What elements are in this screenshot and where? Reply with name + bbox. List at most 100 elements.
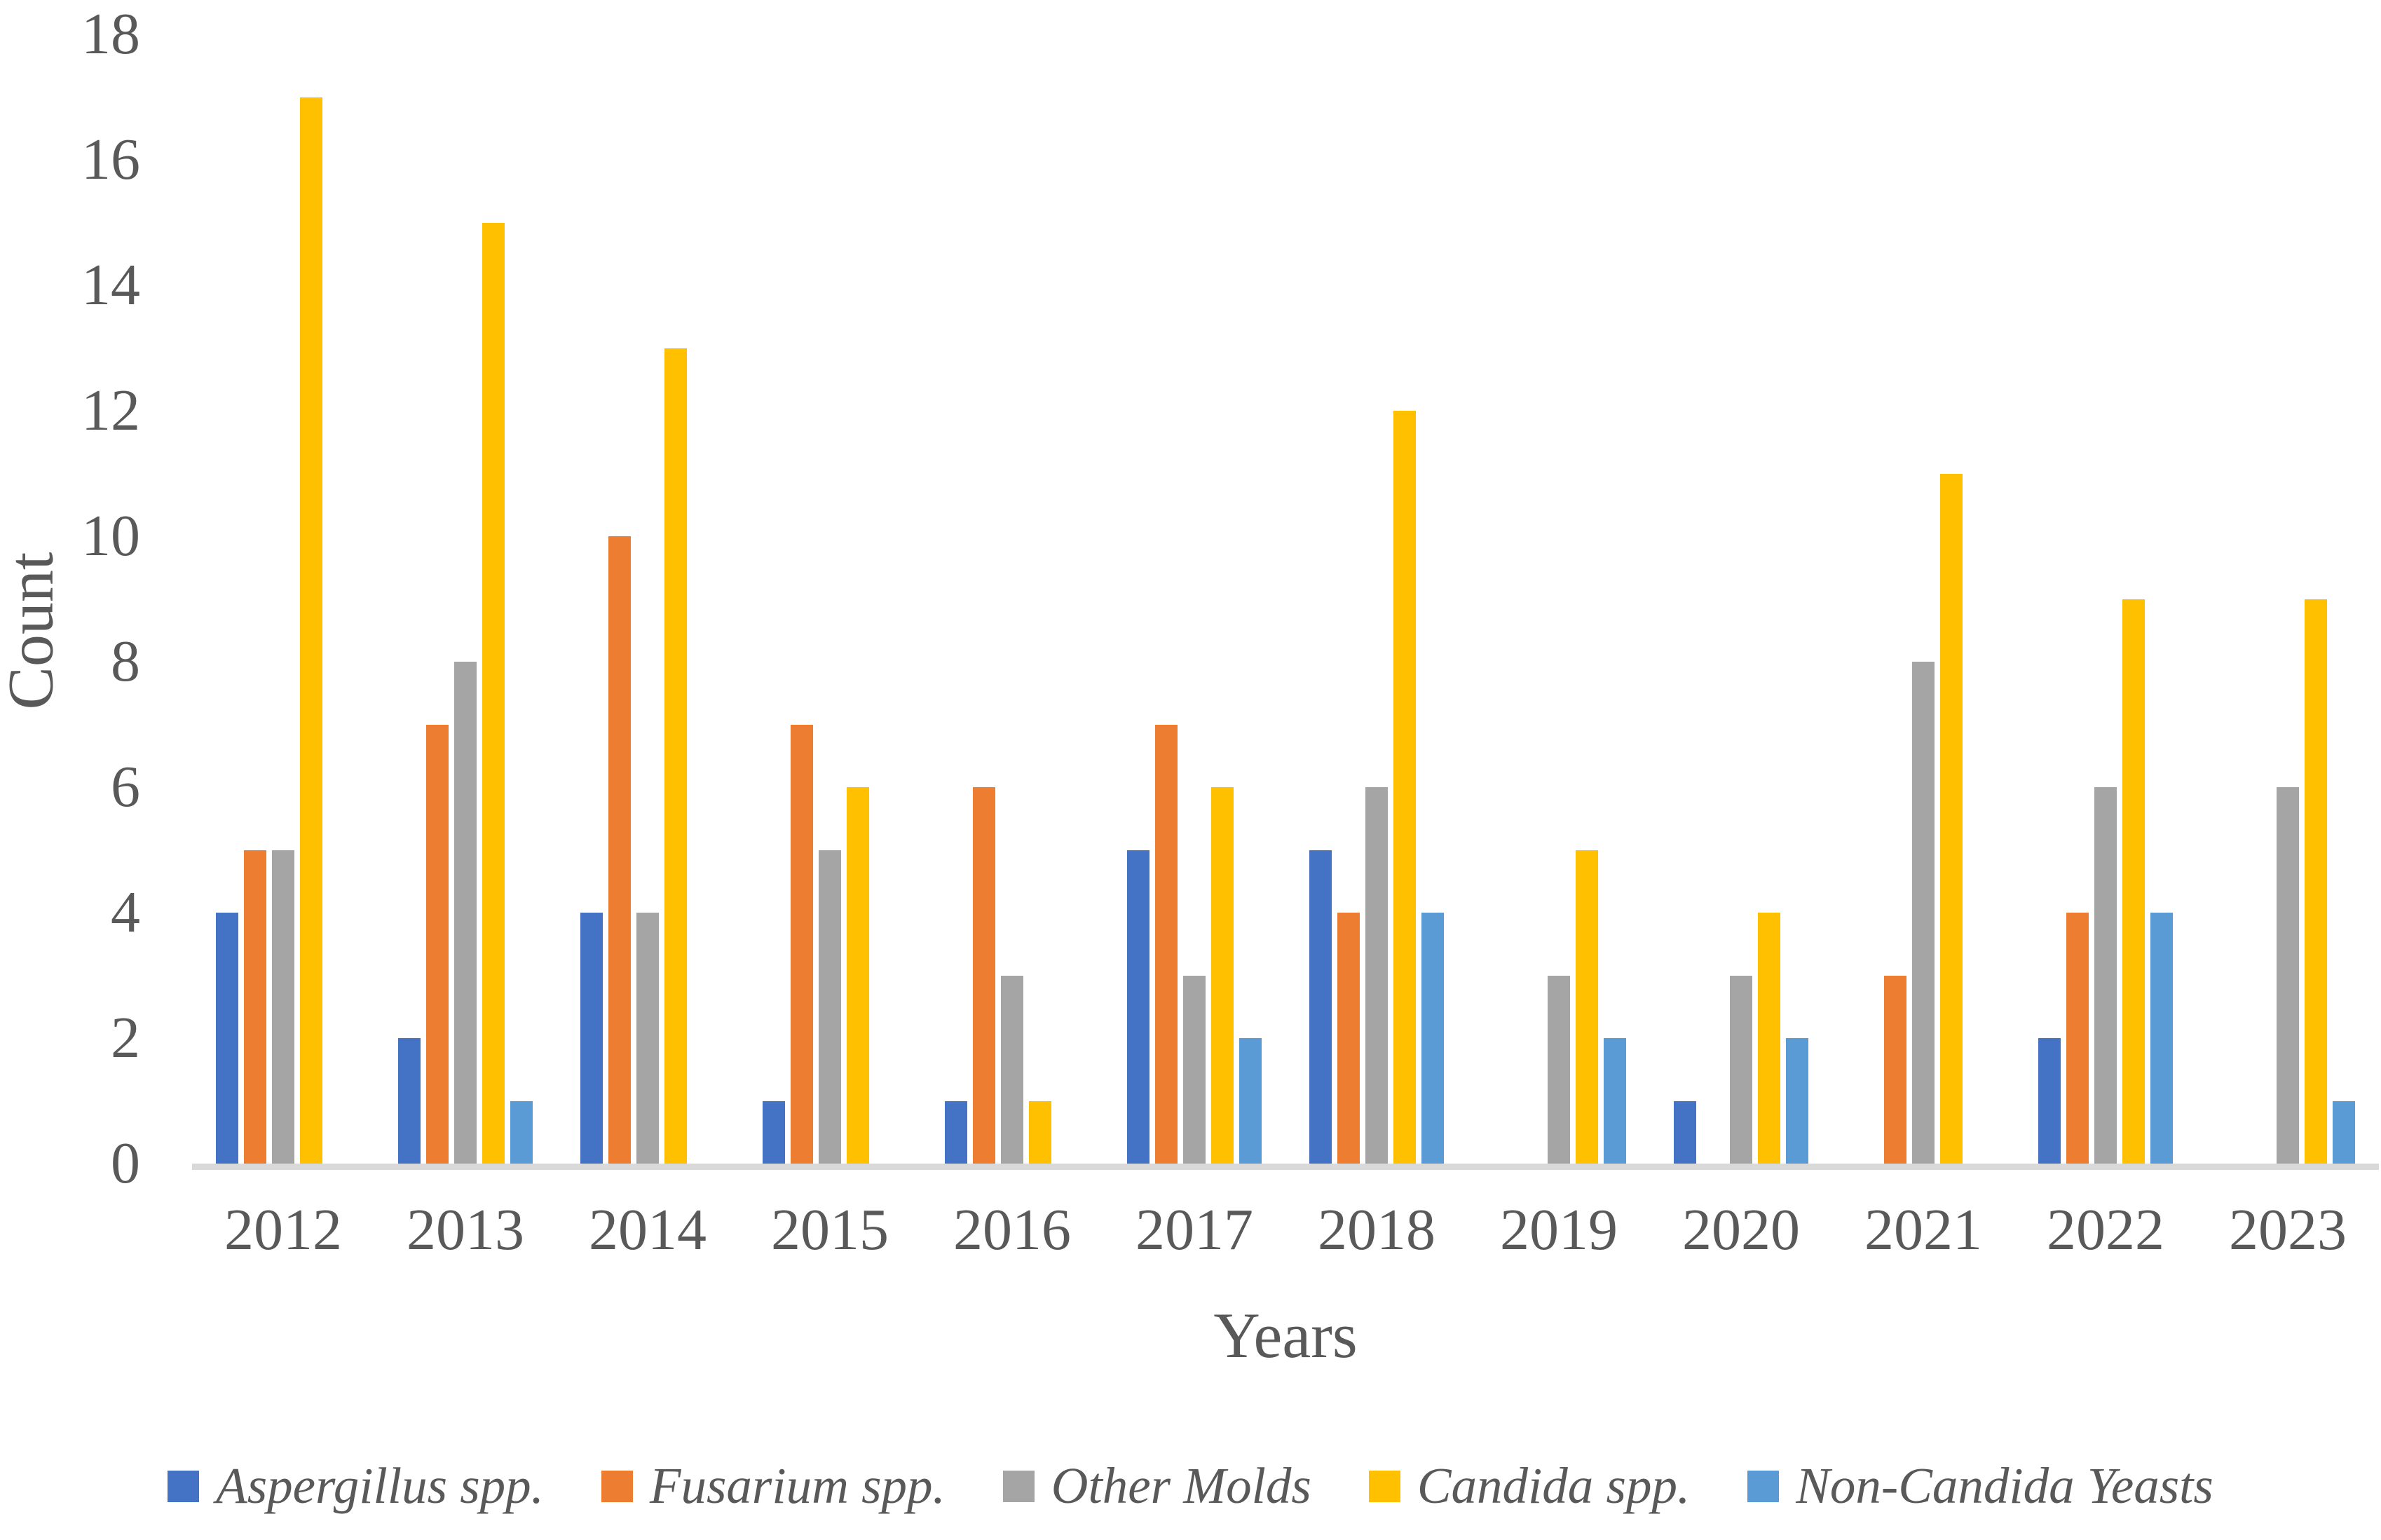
bar-slot: [2150, 913, 2173, 1164]
bar-group-2016: [921, 34, 1103, 1164]
bar-aspergillus-spp-2022: [2038, 1038, 2061, 1164]
bar-slot: [1730, 975, 1752, 1164]
legend: Aspergillus spp. Fusarium spp. Other Molds…: [0, 1457, 2381, 1515]
bar-slot: [2122, 599, 2145, 1164]
bar-other-molds-2016: [1001, 975, 1023, 1164]
bar-slot: [454, 662, 477, 1164]
bar-aspergillus-spp-2016: [945, 1101, 967, 1164]
bar-fusarium-spp-2012: [244, 850, 266, 1164]
bar-non-candida-yeasts-2022: [2150, 913, 2173, 1164]
bar-other-molds-2017: [1183, 975, 1206, 1164]
x-tick-label-2019: 2019: [1500, 1197, 1618, 1262]
bar-slot: [1548, 975, 1570, 1164]
bar-slot: [1029, 1101, 1051, 1164]
bar-slot: [945, 1101, 967, 1164]
bar-slot: [2066, 913, 2089, 1164]
x-axis-labels: 2012 2013 2014 2015 2016 2017 2018 2019 2020 2021…: [192, 1196, 2379, 1264]
bar-group-2022: [2014, 34, 2197, 1164]
bar-non-candida-yeasts-2020: [1786, 1038, 1808, 1164]
bar-slot: [1884, 975, 1906, 1164]
x-tick-label-2015: 2015: [771, 1197, 889, 1262]
x-tick-label-2020: 2020: [1682, 1197, 1800, 1262]
legend-color-swatch: [1368, 1470, 1400, 1502]
bar-fusarium-spp-2014: [608, 536, 631, 1164]
bar-fusarium-spp-2018: [1337, 913, 1360, 1164]
legend-item-non-candida-yeasts: Non-Candida Yeasts: [1747, 1457, 2213, 1515]
legend-color-swatch: [601, 1470, 633, 1502]
x-tick-label-2014: 2014: [589, 1197, 707, 1262]
bar-slot: [819, 850, 841, 1164]
bar-aspergillus-spp-2020: [1674, 1101, 1696, 1164]
bar-slot: [1758, 913, 1780, 1164]
bar-aspergillus-spp-2012: [216, 913, 238, 1164]
bar-slot: [1001, 975, 1023, 1164]
y-axis-tick-labels: 0 2 4 6 8 10 12 14 16 18: [0, 0, 140, 1540]
bar-group-2021: [1832, 34, 2014, 1164]
bar-slot: [791, 724, 813, 1164]
bar-aspergillus-spp-2018: [1309, 850, 1332, 1164]
bar-aspergillus-spp-2014: [580, 913, 603, 1164]
bar-candida-spp-2013: [482, 222, 505, 1164]
bar-other-molds-2019: [1548, 975, 1570, 1164]
bar-slot: [1393, 411, 1416, 1164]
bar-group-2015: [739, 34, 921, 1164]
bar-slot: [426, 724, 449, 1164]
bar-slot: [664, 348, 687, 1164]
x-tick-label-2023: 2023: [2229, 1197, 2347, 1262]
bar-other-molds-2022: [2094, 787, 2117, 1164]
legend-label: Other Molds: [1051, 1457, 1311, 1514]
bar-slot: [2305, 599, 2327, 1164]
legend-item-aspergillus-spp: Aspergillus spp.: [168, 1457, 544, 1515]
bar-group-2019: [1468, 34, 1650, 1164]
bar-other-molds-2023: [2277, 787, 2299, 1164]
bar-candida-spp-2020: [1758, 913, 1780, 1164]
y-tick-label: 14: [81, 252, 140, 318]
y-tick-label: 2: [111, 1005, 140, 1070]
bar-slot: [1309, 850, 1332, 1164]
bar-slot: [1674, 1101, 1696, 1164]
bar-other-molds-2014: [636, 913, 659, 1164]
bar-non-candida-yeasts-2019: [1604, 1038, 1626, 1164]
plot-area: [192, 34, 2379, 1170]
bar-aspergillus-spp-2015: [763, 1101, 785, 1164]
legend-item-fusarium-spp: Fusarium spp.: [601, 1457, 946, 1515]
x-tick-label-2022: 2022: [2047, 1197, 2164, 1262]
x-tick-label-2021: 2021: [1864, 1197, 1982, 1262]
bar-slot: [216, 913, 238, 1164]
bar-group-2017: [1103, 34, 1285, 1164]
bar-candida-spp-2016: [1029, 1101, 1051, 1164]
bar-slot: [1183, 975, 1206, 1164]
bar-fusarium-spp-2021: [1884, 975, 1906, 1164]
legend-label: Non-Candida Yeasts: [1796, 1457, 2213, 1514]
legend-item-candida-spp: Candida spp.: [1368, 1457, 1691, 1515]
bar-slot: [1365, 787, 1388, 1164]
bar-slot: [398, 1038, 421, 1164]
bar-slot: [1127, 850, 1149, 1164]
legend-color-swatch: [1747, 1470, 1780, 1502]
bar-group-2013: [374, 34, 557, 1164]
bar-group-2018: [1285, 34, 1468, 1164]
y-tick-label: 6: [111, 754, 140, 819]
bar-slot: [973, 787, 995, 1164]
bar-slot: [1337, 913, 1360, 1164]
bar-slot: [847, 787, 869, 1164]
bar-fusarium-spp-2022: [2066, 913, 2089, 1164]
y-tick-label: 8: [111, 629, 140, 694]
legend-label: Candida spp.: [1417, 1457, 1691, 1514]
bar-candida-spp-2015: [847, 787, 869, 1164]
bar-non-candida-yeasts-2013: [510, 1101, 533, 1164]
x-tick-label-2016: 2016: [953, 1197, 1071, 1262]
x-tick-label-2013: 2013: [407, 1197, 524, 1262]
bar-slot: [244, 850, 266, 1164]
bar-slot: [1604, 1038, 1626, 1164]
bar-slot: [608, 536, 631, 1164]
bar-slot: [1940, 473, 1963, 1164]
bar-other-molds-2021: [1912, 662, 1935, 1164]
bar-candida-spp-2022: [2122, 599, 2145, 1164]
bar-non-candida-yeasts-2018: [1421, 913, 1444, 1164]
bar-candida-spp-2017: [1211, 787, 1234, 1164]
bar-slot: [2038, 1038, 2061, 1164]
bar-slot: [1912, 662, 1935, 1164]
bar-fusarium-spp-2016: [973, 787, 995, 1164]
